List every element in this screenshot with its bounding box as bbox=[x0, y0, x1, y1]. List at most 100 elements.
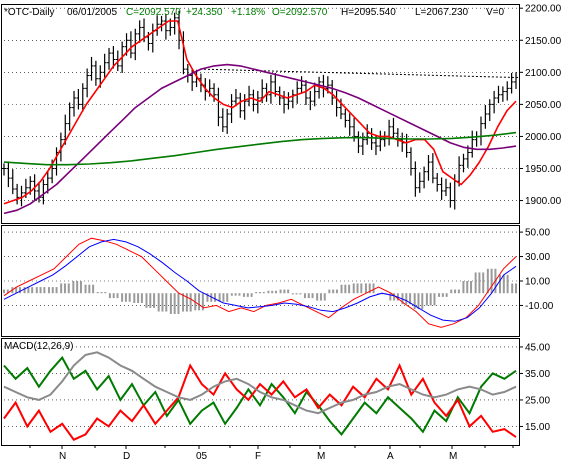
macd-histogram-bar bbox=[72, 281, 75, 294]
macd-histogram-bar bbox=[340, 284, 343, 294]
macd-histogram-bar bbox=[27, 287, 30, 294]
macd-histogram-bar bbox=[153, 293, 156, 308]
macd-histogram-bar bbox=[425, 293, 428, 306]
macd-histogram-bar bbox=[92, 284, 95, 294]
macd-tick-label: 50.00 bbox=[525, 228, 550, 239]
macd-histogram-bar bbox=[96, 292, 99, 294]
macd-histogram-bar bbox=[287, 289, 290, 294]
macd-histogram-bar bbox=[206, 293, 209, 302]
dmi_minus-line bbox=[3, 363, 517, 441]
x-tick-label: F bbox=[255, 451, 261, 462]
macd-histogram-bar bbox=[335, 289, 338, 294]
macd-histogram-bar bbox=[128, 293, 131, 302]
macd-tick-label: 30.00 bbox=[525, 252, 550, 263]
macd-histogram-bar bbox=[189, 293, 192, 312]
dmi-tick-label: 45.00 bbox=[525, 342, 550, 353]
macd-histogram-bar bbox=[255, 292, 258, 294]
macd-histogram-bar bbox=[279, 289, 282, 294]
macd-tick-label: 10.00 bbox=[525, 277, 550, 288]
macd-histogram-bar bbox=[39, 287, 42, 294]
macd-histogram-bar bbox=[486, 268, 489, 294]
macd-histogram-bar bbox=[274, 290, 277, 294]
macd-histogram-bar bbox=[182, 293, 185, 312]
macd-histogram-bar bbox=[462, 281, 465, 294]
macd-histogram-bar bbox=[502, 274, 505, 294]
header-high: H=2095.540 bbox=[341, 7, 396, 18]
macd-histogram-bar bbox=[79, 281, 82, 294]
macd-histogram-bar bbox=[218, 293, 221, 302]
macd-histogram-bar bbox=[60, 283, 63, 294]
macd-histogram-bar bbox=[307, 293, 310, 299]
macd-histogram-bar bbox=[3, 289, 5, 294]
macd-histogram-bar bbox=[372, 283, 375, 294]
macd-histogram-bar bbox=[417, 293, 420, 310]
macd-histogram-bar bbox=[100, 292, 103, 294]
macd-histogram-bar bbox=[368, 283, 371, 294]
dmi-tick-label: 25.00 bbox=[525, 395, 550, 406]
macd-histogram-bar bbox=[259, 292, 261, 294]
macd-histogram-bar bbox=[499, 274, 502, 294]
macd-histogram-bar bbox=[271, 290, 274, 294]
macd-histogram-bar bbox=[108, 293, 111, 299]
macd-histogram-bar bbox=[515, 283, 517, 294]
macd-histogram-bar bbox=[31, 287, 34, 294]
macd-histogram-bar bbox=[316, 293, 319, 301]
macd-histogram-bar bbox=[291, 293, 294, 295]
macd-histogram-bar bbox=[246, 293, 249, 297]
macd-histogram-bar bbox=[35, 287, 38, 294]
macd-histogram-bar bbox=[299, 293, 302, 295]
macd-histogram-bar bbox=[67, 283, 70, 294]
macd-histogram-bar bbox=[405, 293, 408, 305]
ma_fast-line bbox=[3, 20, 517, 205]
macd-histogram-bar bbox=[43, 287, 46, 294]
macd-lines bbox=[3, 237, 517, 328]
macd-histogram-bar bbox=[137, 293, 140, 303]
macd-histogram-bar bbox=[283, 289, 286, 294]
price-panel bbox=[1, 4, 520, 224]
price-tick-label: 2100.00 bbox=[525, 68, 562, 79]
macd-histogram-bar bbox=[47, 287, 50, 294]
x-tick-label: 05 bbox=[196, 451, 208, 462]
macd-histogram-bar bbox=[478, 272, 481, 294]
price-tick-label: 2200.00 bbox=[525, 4, 562, 15]
macd-histogram-bar bbox=[344, 284, 347, 294]
macd-histogram-bar bbox=[201, 293, 204, 311]
macd-histogram-bar bbox=[433, 293, 436, 306]
x-tick-label: A bbox=[387, 451, 394, 462]
macd-histogram-bar bbox=[413, 293, 416, 310]
x-tick-label: N bbox=[59, 451, 66, 462]
macd-signal-line bbox=[3, 238, 517, 322]
resistance-line bbox=[199, 68, 515, 78]
macd-histogram-bar bbox=[323, 293, 326, 301]
macd-histogram-bar bbox=[112, 293, 115, 299]
macd-histogram-bar bbox=[352, 283, 355, 294]
macd-histogram-bar bbox=[380, 293, 383, 295]
macd-histogram-bar bbox=[18, 287, 21, 294]
macd-histogram-bar bbox=[511, 283, 514, 294]
y-axis-labels: 2200.00 2150.00 2100.00 2050.00 2000.00 1950.… bbox=[519, 4, 562, 433]
price-tick-label: 2050.00 bbox=[525, 100, 562, 111]
macd-histogram-bar bbox=[348, 284, 351, 294]
dmi-tick-label: 15.00 bbox=[525, 422, 550, 433]
adx-line bbox=[3, 351, 517, 415]
macd-histogram-bar bbox=[234, 293, 237, 296]
macd-histogram-bar bbox=[214, 293, 217, 302]
macd-histogram-bar bbox=[84, 284, 87, 294]
dmi_plus-line bbox=[3, 355, 517, 436]
macd-histogram-bar bbox=[230, 293, 233, 296]
macd-histogram-bar bbox=[243, 293, 246, 297]
macd-histogram-bar bbox=[226, 293, 229, 302]
header-low: L=2067.230 bbox=[415, 7, 469, 18]
macd-histogram-bar bbox=[76, 281, 79, 294]
macd-histogram-bar bbox=[474, 272, 477, 294]
macd-histogram-bar bbox=[262, 292, 265, 294]
price-tick-label: 2150.00 bbox=[525, 36, 562, 47]
header-close: C=2092.570 bbox=[126, 7, 181, 18]
macd-histogram-bar bbox=[454, 289, 457, 294]
macd-histogram-bar bbox=[169, 293, 172, 314]
x-tick-label: D bbox=[123, 451, 130, 462]
macd-histogram-bar bbox=[319, 293, 322, 301]
macd-histogram-bar bbox=[421, 293, 424, 310]
macd-histogram-bar bbox=[6, 289, 9, 294]
